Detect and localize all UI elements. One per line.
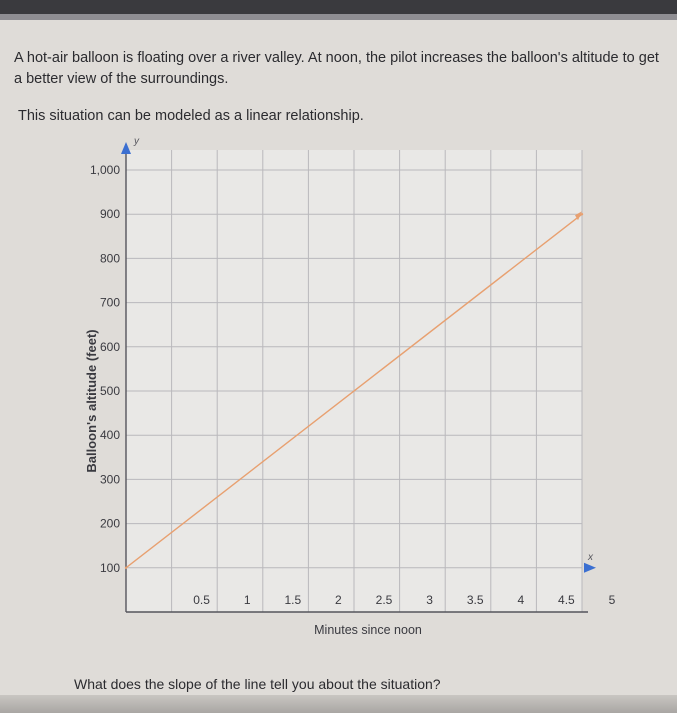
y-tick-label: 500: [100, 384, 120, 398]
y-tick-label: 100: [100, 561, 120, 575]
x-tick-label: 4.5: [558, 593, 575, 607]
problem-statement: A hot-air balloon is floating over a riv…: [14, 50, 659, 87]
x-tick-label: 1.5: [284, 593, 301, 607]
series-arrow-icon: [575, 211, 582, 221]
x-tick-label: 3.5: [467, 593, 484, 607]
x-tick-label: 2: [335, 593, 342, 607]
question-prompt: What does the slope of the line tell you…: [74, 676, 441, 692]
y-tick-label: 300: [100, 472, 120, 486]
y-tick-label: 200: [100, 517, 120, 531]
x-tick-label: 4: [517, 593, 524, 607]
y-tick-label: 900: [100, 207, 120, 221]
series-line: [125, 213, 583, 569]
y-tick-label: 700: [100, 296, 120, 310]
series-point: [124, 566, 128, 569]
header-divider: [0, 14, 677, 20]
x-tick-label: 5: [609, 593, 616, 607]
y-axis-title: Balloon's altitude (feet): [84, 329, 99, 472]
y-axis-letter: y: [133, 136, 140, 147]
x-tick-label: 1: [244, 593, 251, 607]
y-axis-arrow-icon: [121, 142, 131, 154]
x-tick-label: 3: [426, 593, 433, 607]
x-tick-label: 2.5: [376, 593, 393, 607]
x-axis-title: Minutes since noon: [314, 623, 422, 637]
x-tick-label: 0.5: [193, 593, 210, 607]
model-note: This situation can be modeled as a linea…: [18, 108, 364, 124]
y-tick-label: 1,000: [90, 163, 120, 177]
y-tick-label: 600: [100, 340, 120, 354]
x-axis-letter: x: [587, 552, 594, 563]
window-top-bar: [0, 0, 677, 14]
y-tick-label: 800: [100, 251, 120, 265]
y-tick-label: 400: [100, 428, 120, 442]
bottom-edge: [0, 695, 677, 713]
x-axis-arrow-icon: [584, 562, 596, 573]
series-point: [580, 213, 584, 216]
